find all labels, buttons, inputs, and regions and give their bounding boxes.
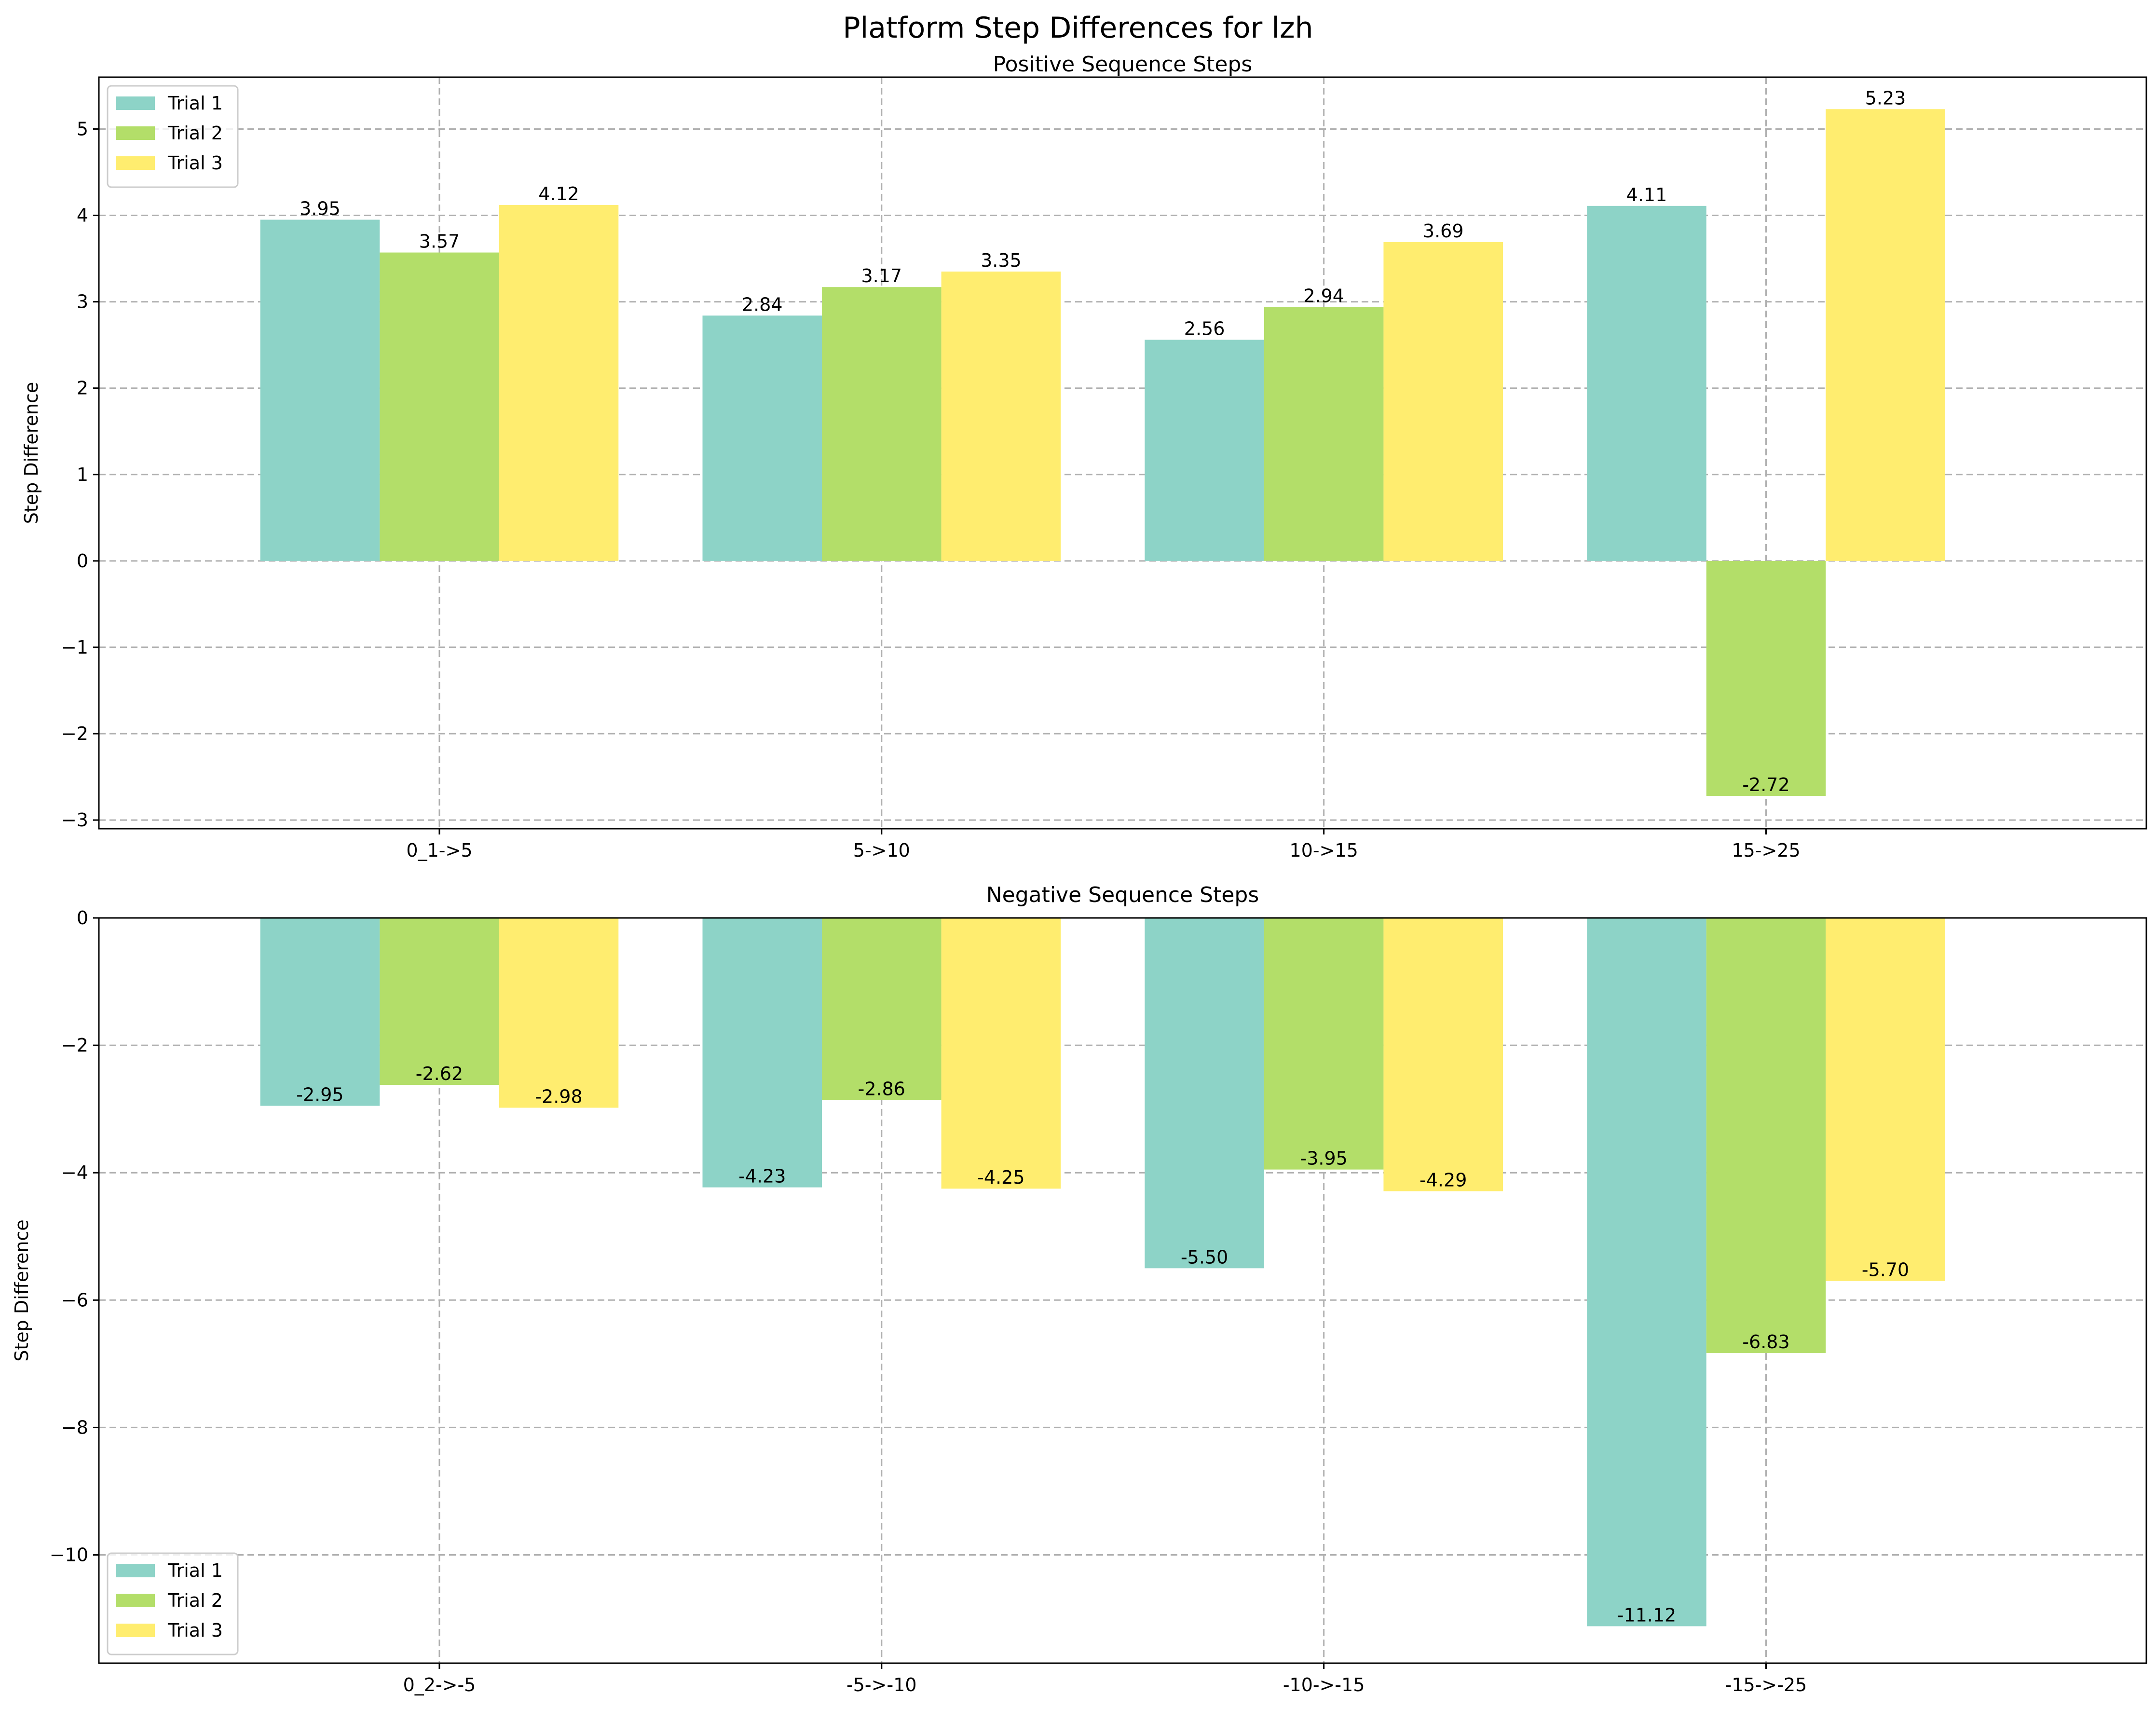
legend-label: Trial 2	[167, 1590, 223, 1611]
data-label: -2.98	[535, 1086, 582, 1107]
bar-trial-3	[941, 918, 1061, 1189]
legend-swatch	[116, 126, 155, 140]
bar-trial-1	[702, 315, 822, 561]
bar-trial-2	[380, 918, 499, 1085]
y-tick-label: −3	[61, 809, 88, 831]
y-axis-label: Step Difference	[21, 382, 42, 524]
y-tick-label: 3	[77, 291, 88, 313]
data-label: -2.86	[858, 1079, 905, 1100]
bar-trial-1	[702, 918, 822, 1188]
bar-trial-2	[1264, 918, 1384, 1170]
data-label: 4.11	[1626, 184, 1667, 205]
bar-trial-2	[380, 252, 499, 561]
x-tick-label: -5->-10	[846, 1674, 917, 1695]
x-tick-label: -10->-15	[1283, 1674, 1365, 1695]
data-label: -4.25	[977, 1167, 1024, 1188]
legend-label: Trial 3	[167, 152, 223, 174]
y-tick-label: −2	[61, 723, 88, 744]
y-tick-label: −8	[61, 1417, 88, 1438]
bar-trial-2	[1264, 307, 1384, 561]
data-label: -6.83	[1742, 1331, 1789, 1353]
y-tick-label: 4	[77, 205, 88, 226]
bar-trial-3	[1826, 918, 1945, 1281]
legend: Trial 1 Trial 2 Trial 3	[107, 1552, 239, 1655]
axes-title: Positive Sequence Steps	[993, 52, 1253, 77]
figure-title: Platform Step Differences for lzh	[843, 11, 1313, 45]
data-label: 5.23	[1865, 87, 1906, 109]
bar-trial-2	[822, 918, 942, 1100]
legend: Trial 1 Trial 2 Trial 3	[107, 85, 239, 188]
data-label: -4.29	[1419, 1170, 1467, 1191]
data-label: -2.95	[296, 1084, 343, 1106]
bar-trial-1	[1145, 340, 1264, 561]
bar-trial-3	[499, 205, 619, 561]
y-axis-label: Step Difference	[11, 1219, 32, 1362]
data-label: -4.23	[738, 1166, 786, 1187]
legend-swatch	[116, 1624, 155, 1637]
data-label: 2.84	[742, 294, 783, 315]
axes-frame	[98, 76, 2147, 830]
data-label: -2.72	[1742, 774, 1789, 795]
x-tick-label: 10->15	[1290, 840, 1358, 861]
bar-trial-1	[260, 918, 380, 1106]
x-tick-label: 0_1->5	[406, 840, 472, 861]
axes-frame	[98, 917, 2147, 1664]
x-tick-label: -15->-25	[1725, 1674, 1807, 1695]
data-label: -3.95	[1300, 1148, 1348, 1169]
y-tick-label: −4	[61, 1162, 88, 1183]
data-label: -11.12	[1617, 1604, 1677, 1626]
y-tick-label: −1	[61, 637, 88, 658]
x-tick-label: 0_2->-5	[403, 1674, 476, 1695]
data-label: 3.57	[419, 231, 460, 252]
legend-label: Trial 3	[167, 1620, 223, 1641]
legend-swatch	[116, 96, 155, 110]
y-tick-label: 2	[77, 378, 88, 399]
data-label: 3.17	[861, 265, 902, 287]
data-label: 3.35	[981, 250, 1022, 271]
data-label: 3.69	[1423, 220, 1464, 242]
bar-trial-3	[941, 271, 1061, 561]
y-tick-label: −2	[61, 1035, 88, 1056]
bar-trial-2	[822, 287, 942, 561]
bar-trial-1	[1145, 918, 1264, 1269]
bar-trial-3	[1826, 109, 1945, 561]
legend-swatch	[116, 1564, 155, 1577]
bar-trial-3	[499, 918, 619, 1108]
data-label: 2.94	[1303, 285, 1344, 306]
data-label: 3.95	[300, 198, 341, 219]
axes-title: Negative Sequence Steps	[986, 883, 1259, 907]
bar-trial-2	[1706, 561, 1826, 796]
bar-trial-1	[260, 219, 380, 561]
y-tick-label: 0	[77, 907, 88, 929]
y-tick-label: 5	[77, 118, 88, 139]
bar-trial-1	[1587, 205, 1706, 561]
y-tick-label: 0	[77, 550, 88, 572]
legend-label: Trial 1	[167, 93, 223, 114]
legend-label: Trial 1	[167, 1560, 223, 1581]
legend-swatch	[116, 156, 155, 170]
bar-trial-3	[1383, 918, 1503, 1191]
x-tick-label: 5->10	[853, 840, 910, 861]
data-label: 4.12	[538, 183, 579, 205]
y-tick-label: −6	[61, 1289, 88, 1311]
x-tick-label: 15->25	[1732, 840, 1800, 861]
data-label: -5.50	[1181, 1246, 1228, 1268]
y-tick-label: −10	[50, 1545, 88, 1566]
data-label: 2.56	[1184, 318, 1225, 339]
bar-trial-3	[1383, 242, 1503, 561]
data-label: -5.70	[1862, 1259, 1909, 1281]
data-label: -2.62	[416, 1063, 463, 1084]
y-tick-label: 1	[77, 464, 88, 485]
legend-swatch	[116, 1594, 155, 1607]
bar-trial-1	[1587, 918, 1706, 1627]
negative-sequence-axes: Negative Sequence Steps Step Difference -2…	[11, 883, 2147, 1695]
legend-label: Trial 2	[167, 123, 223, 144]
positive-sequence-axes: Positive Sequence Steps Step Difference 3.…	[21, 52, 2147, 861]
bar-trial-2	[1706, 918, 1826, 1353]
